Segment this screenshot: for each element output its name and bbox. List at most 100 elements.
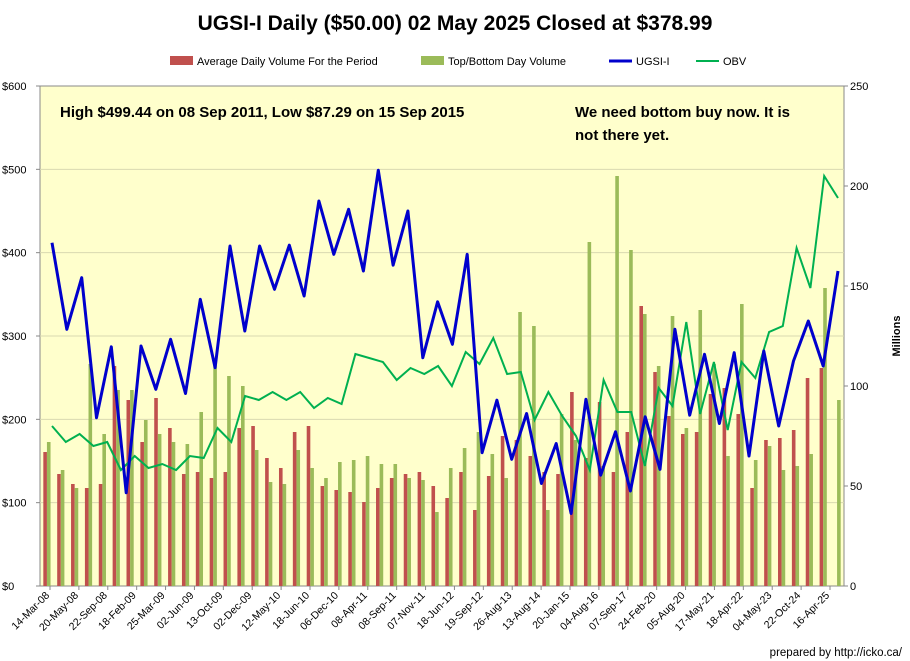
y-right-tick-label: 150: [850, 281, 868, 293]
avg-volume-bar: [237, 428, 241, 586]
avg-volume-bar: [112, 366, 117, 586]
topbottom-volume-bar: [643, 314, 647, 586]
avg-volume-bar: [209, 478, 214, 586]
y-left-tick-label: $500: [2, 164, 26, 176]
topbottom-volume-bar: [448, 468, 453, 586]
legend-label-ugsi: UGSI-I: [636, 56, 670, 68]
avg-volume-bar: [625, 432, 630, 586]
topbottom-volume-bar: [379, 464, 384, 586]
avg-volume-bar: [805, 378, 810, 586]
topbottom-volume-bar: [254, 450, 259, 586]
avg-volume-bar: [639, 306, 643, 586]
topbottom-volume-bar: [490, 454, 495, 586]
chart-title: UGSI-I Daily ($50.00) 02 May 2025 Closed…: [198, 12, 713, 35]
avg-volume-bar: [181, 474, 186, 586]
topbottom-volume-bar: [171, 442, 176, 586]
topbottom-volume-bar: [185, 444, 190, 586]
topbottom-volume-bar: [670, 316, 675, 586]
topbottom-volume-bar: [102, 434, 106, 586]
avg-volume-bar: [819, 368, 824, 586]
annotation-high-low: High $499.44 on 08 Sep 2011, Low $87.29 …: [60, 104, 464, 121]
topbottom-volume-bar: [740, 304, 744, 586]
topbottom-volume-bar: [504, 478, 508, 586]
avg-volume-bars: [43, 306, 824, 586]
avg-volume-bar: [431, 486, 436, 586]
legend-swatch-topbottom-volume: [421, 56, 444, 65]
avg-volume-bar: [459, 472, 463, 586]
obv-series-line: [51, 173, 839, 474]
topbottom-volume-bar: [46, 442, 51, 586]
avg-volume-bar: [403, 474, 408, 586]
avg-volume-bar: [653, 372, 657, 586]
avg-volume-bar: [223, 472, 228, 586]
topbottom-volume-bar: [324, 478, 328, 586]
y-right-tick-label: 200: [850, 181, 868, 193]
topbottom-volume-bar: [532, 326, 536, 586]
y-left-tick-label: $100: [2, 498, 26, 510]
annotation-note-line1: We need bottom buy now. It is: [575, 104, 790, 121]
avg-volume-bar: [195, 472, 200, 586]
topbottom-volume-bar: [241, 386, 245, 586]
avg-volume-bar: [71, 484, 75, 586]
avg-volume-bar: [611, 472, 616, 586]
avg-volume-bar: [597, 402, 602, 586]
avg-volume-bar: [500, 436, 505, 586]
topbottom-volume-bar: [393, 464, 398, 586]
topbottom-volume-bar: [282, 484, 287, 586]
topbottom-volume-bar: [310, 468, 314, 586]
legend-swatch-avg-volume: [170, 56, 193, 65]
topbottom-volume-bar: [60, 470, 65, 586]
avg-volume-bar: [417, 472, 422, 586]
topbottom-volume-bar: [476, 432, 481, 586]
topbottom-volume-bar: [545, 510, 550, 586]
avg-volume-bar: [126, 400, 131, 586]
avg-volume-bar: [680, 434, 685, 586]
topbottom-volume-bar: [712, 364, 716, 586]
y-right-axis-label: Millions: [891, 316, 903, 357]
y-right-axis: 0 50 100 150 200 250: [844, 81, 868, 593]
avg-volume-bar: [306, 426, 311, 586]
avg-volume-bar: [292, 432, 297, 586]
topbottom-volume-bar: [74, 488, 79, 586]
y-right-tick-label: 0: [850, 581, 856, 593]
y-right-tick-label: 250: [850, 81, 868, 93]
legend-label-topbottom-volume: Top/Bottom Day Volume: [448, 56, 566, 68]
topbottom-volume-bar: [435, 512, 439, 586]
avg-volume-bar: [528, 456, 533, 586]
avg-volume-bar: [154, 398, 158, 586]
topbottom-volume-bar: [157, 434, 162, 586]
topbottom-volume-bar: [421, 480, 425, 586]
ugsi-series-line: [50, 168, 840, 515]
topbottom-volume-bar: [213, 360, 217, 586]
topbottom-volume-bar: [338, 462, 342, 586]
y-left-axis: $0 $100 $200 $300 $400 $500 $600: [2, 81, 40, 593]
topbottom-volume-bars: [46, 176, 841, 586]
y-right-tick-label: 100: [850, 381, 868, 393]
topbottom-volume-bar: [698, 310, 703, 586]
avg-volume-bar: [57, 474, 61, 586]
avg-volume-bar: [736, 414, 741, 586]
legend-label-avg-volume: Average Daily Volume For the Period: [197, 56, 378, 68]
avg-volume-bar: [722, 388, 727, 586]
avg-volume-bar: [667, 416, 671, 586]
topbottom-volume-bar: [726, 456, 730, 586]
topbottom-volume-bar: [781, 470, 786, 586]
topbottom-volume-bar: [629, 250, 633, 586]
topbottom-volume-bar: [559, 414, 564, 586]
avg-volume-bar: [556, 474, 560, 586]
topbottom-volume-bar: [227, 376, 231, 586]
avg-volume-bar: [278, 468, 283, 586]
avg-volume-bar: [570, 392, 574, 586]
y-left-tick-label: $600: [2, 81, 26, 93]
avg-volume-bar: [486, 476, 491, 586]
topbottom-volume-bar: [684, 428, 689, 586]
topbottom-volume-bar: [809, 454, 813, 586]
avg-volume-bar: [84, 488, 89, 586]
topbottom-volume-bar: [116, 390, 120, 586]
avg-volume-bar: [764, 440, 768, 586]
y-left-tick-label: $400: [2, 248, 26, 260]
topbottom-volume-bar: [268, 482, 273, 586]
avg-volume-bar: [778, 438, 782, 586]
y-left-tick-label: $300: [2, 331, 26, 343]
